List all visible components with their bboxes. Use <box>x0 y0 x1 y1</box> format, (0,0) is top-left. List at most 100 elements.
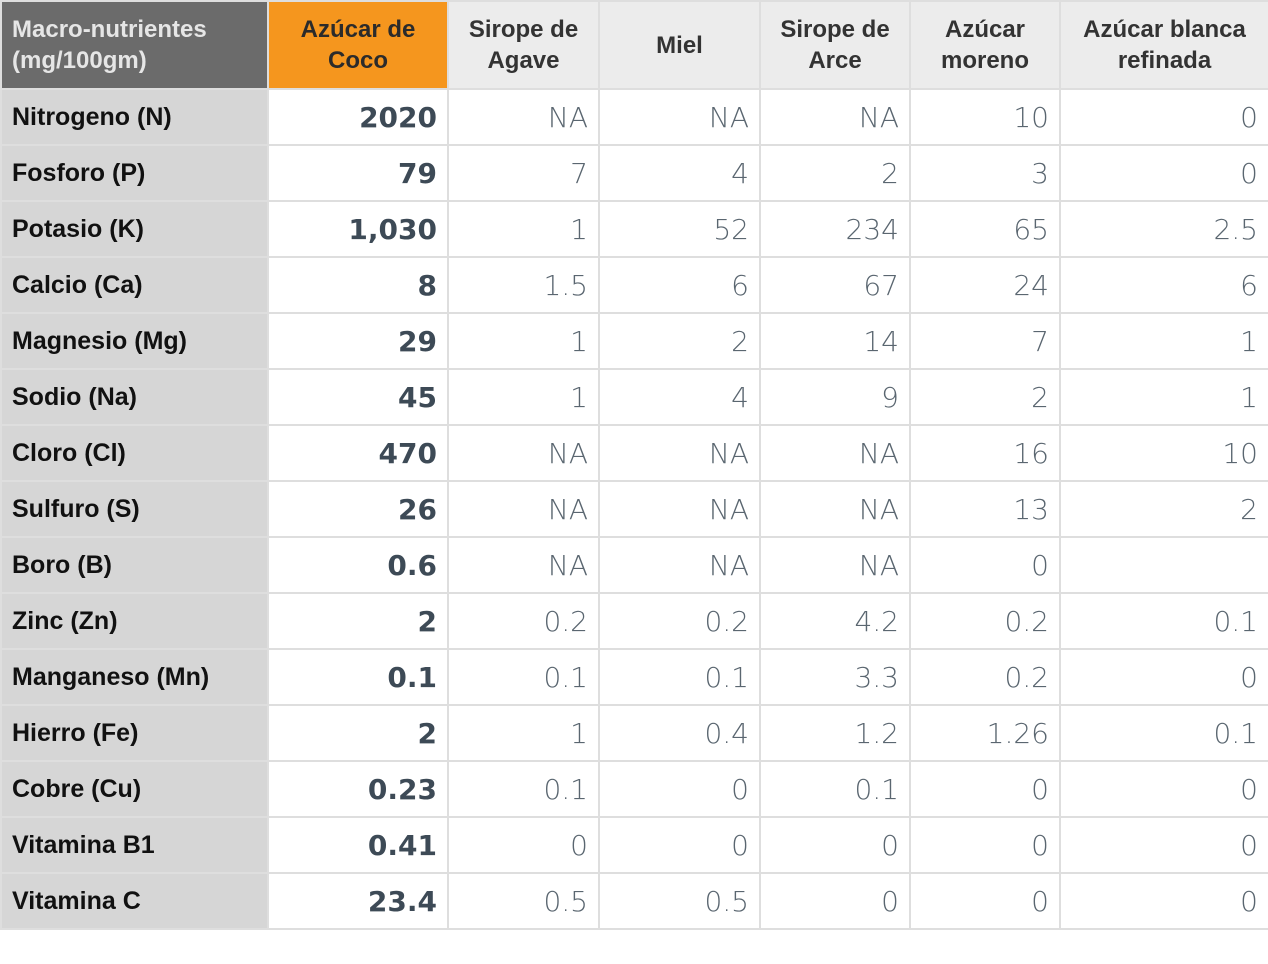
value-cell: 0.2 <box>909 648 1061 706</box>
value-cell: 0.1 <box>447 760 600 818</box>
value-cell: 0.4 <box>598 704 761 762</box>
value-cell: 1,030 <box>267 200 449 258</box>
value-cell: 7 <box>447 144 600 202</box>
value-cell: 0.1 <box>447 648 600 706</box>
value-cell: 4 <box>598 368 761 426</box>
row-label: Magnesio (Mg) <box>0 312 269 370</box>
value-cell: 0 <box>909 872 1061 930</box>
value-cell: 2 <box>267 704 449 762</box>
value-cell: NA <box>598 88 761 146</box>
value-cell: 470 <box>267 424 449 482</box>
value-cell: 1.2 <box>759 704 911 762</box>
column-header: Azúcar moreno <box>909 0 1061 90</box>
value-cell: 1 <box>447 368 600 426</box>
table-row: Nitrogeno (N) 2020 NA NA NA 10 0 <box>0 88 1268 146</box>
value-cell: 0.1 <box>267 648 449 706</box>
value-cell: 2 <box>909 368 1061 426</box>
column-header: Sirope de Agave <box>447 0 600 90</box>
value-cell: 0.23 <box>267 760 449 818</box>
row-label: Hierro (Fe) <box>0 704 269 762</box>
value-cell: 24 <box>909 256 1061 314</box>
value-cell: 0.1 <box>598 648 761 706</box>
table-row: Zinc (Zn) 2 0.2 0.2 4.2 0.2 0.1 <box>0 592 1268 650</box>
value-cell: 234 <box>759 200 911 258</box>
table-row: Fosforo (P) 79 7 4 2 3 0 <box>0 144 1268 202</box>
value-cell: 0.1 <box>1059 704 1268 762</box>
column-header: Miel <box>598 0 761 90</box>
table-row: Hierro (Fe) 2 1 0.4 1.2 1.26 0.1 <box>0 704 1268 762</box>
table-row: Manganeso (Mn) 0.1 0.1 0.1 3.3 0.2 0 <box>0 648 1268 706</box>
value-cell: NA <box>759 480 911 538</box>
table-row: Cobre (Cu) 0.23 0.1 0 0.1 0 0 <box>0 760 1268 818</box>
value-cell: 0.1 <box>759 760 911 818</box>
value-cell: 1 <box>1059 312 1268 370</box>
value-cell: NA <box>447 424 600 482</box>
value-cell: 4.2 <box>759 592 911 650</box>
value-cell: 65 <box>909 200 1061 258</box>
value-cell: 0 <box>909 536 1061 594</box>
row-label: Vitamina B1 <box>0 816 269 874</box>
value-cell: NA <box>598 424 761 482</box>
value-cell: 1 <box>447 200 600 258</box>
value-cell: 23.4 <box>267 872 449 930</box>
empty-cell <box>1059 536 1268 594</box>
value-cell: 14 <box>759 312 911 370</box>
value-cell: 13 <box>909 480 1061 538</box>
value-cell: 2.5 <box>1059 200 1268 258</box>
column-header: Azúcar de Coco <box>267 0 449 90</box>
value-cell: 0.2 <box>909 592 1061 650</box>
value-cell: 29 <box>267 312 449 370</box>
row-label: Manganeso (Mn) <box>0 648 269 706</box>
value-cell: 0.6 <box>267 536 449 594</box>
value-cell: 10 <box>909 88 1061 146</box>
value-cell: 8 <box>267 256 449 314</box>
row-label: Boro (B) <box>0 536 269 594</box>
value-cell: 0.5 <box>598 872 761 930</box>
table-row: Potasio (K) 1,030 1 52 234 65 2.5 <box>0 200 1268 258</box>
table-row: Vitamina C 23.4 0.5 0.5 0 0 0 <box>0 872 1268 930</box>
value-cell: 0.2 <box>598 592 761 650</box>
value-cell: 26 <box>267 480 449 538</box>
row-label: Cobre (Cu) <box>0 760 269 818</box>
value-cell: 2 <box>598 312 761 370</box>
row-label: Fosforo (P) <box>0 144 269 202</box>
table-body: Nitrogeno (N) 2020 NA NA NA 10 0 Fosforo (P) 79 7… <box>0 88 1268 930</box>
value-cell: 1 <box>447 704 600 762</box>
value-cell: 0.2 <box>447 592 600 650</box>
value-cell: NA <box>447 536 600 594</box>
value-cell: 52 <box>598 200 761 258</box>
value-cell: 2 <box>1059 480 1268 538</box>
value-cell: 0 <box>1059 648 1268 706</box>
value-cell: 0 <box>447 816 600 874</box>
value-cell: 67 <box>759 256 911 314</box>
value-cell: 0 <box>1059 816 1268 874</box>
value-cell: 16 <box>909 424 1061 482</box>
row-label: Vitamina C <box>0 872 269 930</box>
value-cell: NA <box>759 424 911 482</box>
nutrient-table: Macro-nutrientes (mg/100gm) Azúcar de Coc… <box>0 0 1268 930</box>
value-cell: 2 <box>759 144 911 202</box>
value-cell: NA <box>598 480 761 538</box>
row-label: Sulfuro (S) <box>0 480 269 538</box>
table-row: Calcio (Ca) 8 1.5 6 67 24 6 <box>0 256 1268 314</box>
value-cell: 2020 <box>267 88 449 146</box>
value-cell: 79 <box>267 144 449 202</box>
value-cell: 7 <box>909 312 1061 370</box>
header-row: Macro-nutrientes (mg/100gm) Azúcar de Coc… <box>0 0 1268 90</box>
value-cell: 0.41 <box>267 816 449 874</box>
column-header: Sirope de Arce <box>759 0 911 90</box>
value-cell: 0 <box>1059 760 1268 818</box>
value-cell: 0 <box>759 816 911 874</box>
value-cell: 1.5 <box>447 256 600 314</box>
value-cell: 0.1 <box>1059 592 1268 650</box>
value-cell: 3 <box>909 144 1061 202</box>
value-cell: 2 <box>267 592 449 650</box>
table-row: Magnesio (Mg) 29 1 2 14 7 1 <box>0 312 1268 370</box>
value-cell: 0 <box>598 816 761 874</box>
column-header: Azúcar blanca refinada <box>1059 0 1268 90</box>
row-label: Zinc (Zn) <box>0 592 269 650</box>
row-label: Potasio (K) <box>0 200 269 258</box>
value-cell: NA <box>447 480 600 538</box>
value-cell: 6 <box>1059 256 1268 314</box>
